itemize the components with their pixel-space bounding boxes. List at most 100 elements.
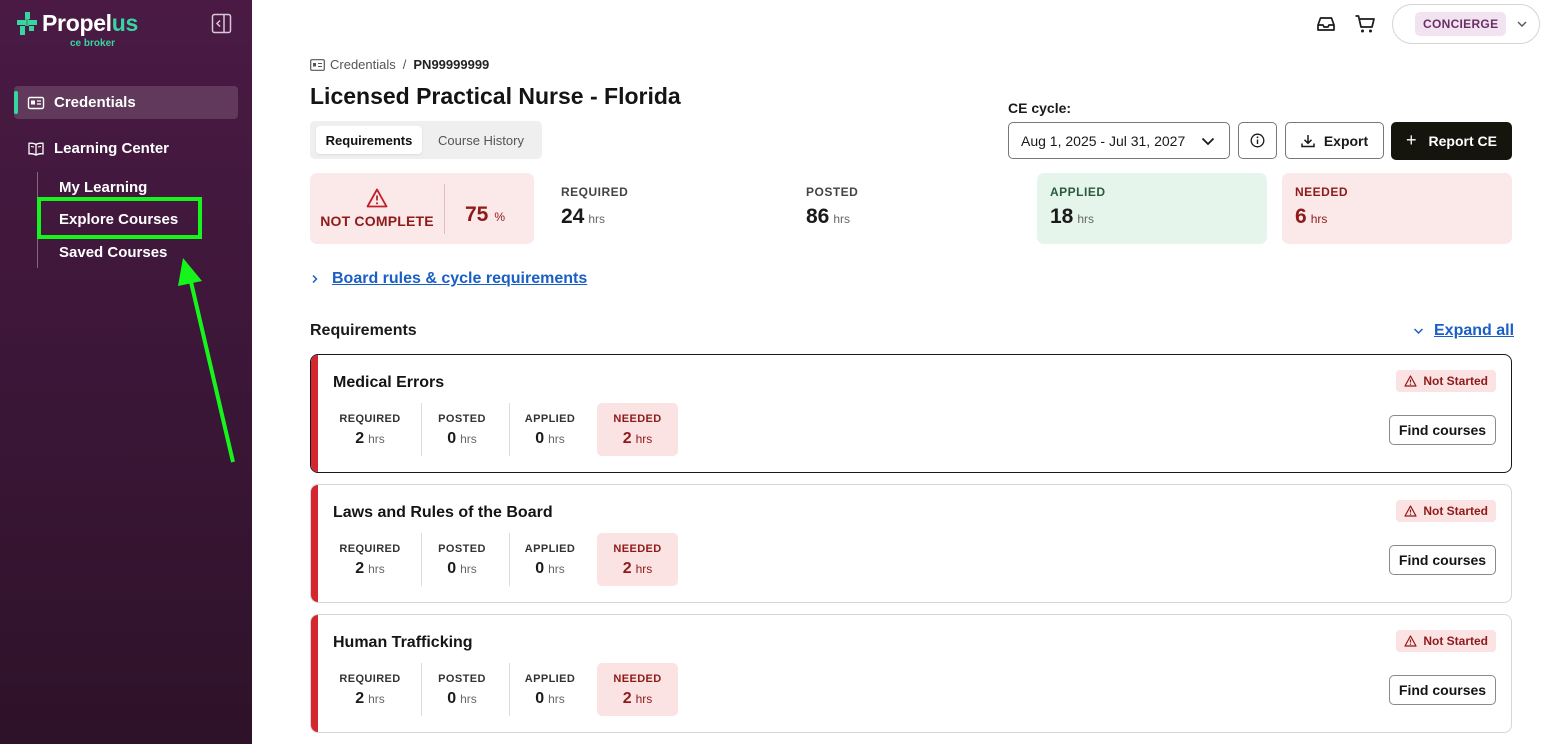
mini-stat-label: REQUIRED [339,543,401,555]
stat-unit: hrs [1310,212,1328,226]
sidebar-item-learning-center[interactable]: Learning Center [14,132,238,165]
requirement-card-laws-and-rules[interactable]: Laws and Rules of the Board Not Started … [310,484,1512,603]
mini-stat-label: REQUIRED [339,413,401,425]
info-icon [1250,133,1265,148]
mini-stat-label: POSTED [438,543,486,555]
chevron-down-icon [1201,137,1215,146]
warning-icon [366,188,388,208]
percent-value: 75 [465,203,489,226]
export-label: Export [1323,132,1369,149]
board-rules-link[interactable]: Board rules & cycle requirements [310,270,587,288]
mini-stat-label: APPLIED [524,543,576,555]
mini-stat-unit: hrs [635,562,653,576]
mini-stat-unit: hrs [368,562,385,576]
report-ce-label: Report CE [1428,133,1497,149]
find-courses-button[interactable]: Find courses [1389,675,1496,705]
cart-icon[interactable] [1354,13,1376,35]
sidebar-item-label: Credentials [54,94,136,111]
collapse-sidebar-icon[interactable] [211,13,232,34]
mini-stat-value: 2 [355,560,365,577]
brand-name: Propelus [42,10,139,36]
chevron-down-icon [1517,21,1527,27]
divider [444,184,445,234]
stat-required: REQUIRED 24 hrs [548,173,778,244]
requirement-name: Medical Errors [333,374,445,391]
ce-cycle-select[interactable]: Aug 1, 2025 - Jul 31, 2027 [1008,122,1230,159]
stat-value: 6 [1295,205,1307,228]
breadcrumb: Credentials / PN99999999 [310,57,489,72]
mini-stat-needed: NEEDED 2 hrs [597,663,678,716]
completion-status-card: NOT COMPLETE 75 % [310,173,534,244]
status-block: NOT COMPLETE [310,173,444,244]
expand-all-label: Expand all [1434,322,1515,339]
tab-course-history[interactable]: Course History [438,132,524,148]
propelus-logo-icon [17,12,37,35]
mini-stat-value: 2 [355,430,365,447]
mini-stat-value: 2 [622,690,632,707]
mini-stat-value: 2 [622,560,632,577]
info-button[interactable] [1238,122,1277,159]
mini-stat-unit: hrs [368,432,385,446]
account-menu-button[interactable]: CONCIERGE [1392,4,1540,44]
mini-stat-value: 0 [535,430,545,447]
stat-posted: POSTED 86 hrs [793,173,1023,244]
stat-needed: NEEDED 6 hrs [1282,173,1512,244]
mini-stat-value: 0 [447,430,457,447]
find-courses-button[interactable]: Find courses [1389,415,1496,445]
report-ce-button[interactable]: + Report CE [1391,122,1512,160]
sidebar-subitem-saved-courses[interactable]: Saved Courses [59,244,168,261]
mini-stat-label: POSTED [438,673,486,685]
account-badge: CONCIERGE [1415,12,1507,36]
mini-stat-required: REQUIRED 2 hrs [330,533,410,586]
mini-stat-unit: hrs [548,432,565,446]
mini-stat-label: APPLIED [524,413,576,425]
mini-stat-label: NEEDED [613,413,662,425]
id-card-icon [310,58,325,71]
plus-icon: + [1406,129,1417,150]
ce-cycle-label: CE cycle: [1008,100,1072,116]
tab-requirements[interactable]: Requirements [316,126,422,154]
warning-icon [1404,375,1417,387]
mini-stat-label: APPLIED [524,673,576,685]
brand-logo[interactable]: Propelus ce broker [14,10,138,49]
find-courses-button[interactable]: Find courses [1389,545,1496,575]
status-badge-label: Not Started [1423,504,1488,518]
expand-all-link[interactable]: Expand all [1413,322,1514,340]
stat-unit: hrs [833,212,851,226]
sidebar-subitem-explore-courses[interactable]: Explore Courses [59,211,179,228]
breadcrumb-separator: / [402,57,407,72]
completion-percent: 75 % [465,203,505,227]
board-rules-label: Board rules & cycle requirements [332,270,588,287]
mini-stat-value: 2 [622,430,632,447]
status-badge-label: Not Started [1423,634,1488,648]
mini-stat-value: 0 [535,690,545,707]
sidebar-item-label: Learning Center [54,140,170,157]
stat-unit: hrs [1077,212,1095,226]
mini-stat-applied: APPLIED 0 hrs [510,403,590,456]
page-title: Licensed Practical Nurse - Florida [310,83,681,109]
mini-stat-applied: APPLIED 0 hrs [510,663,590,716]
mini-stat-required: REQUIRED 2 hrs [330,663,410,716]
annotation-highlight-box [37,197,202,239]
book-open-icon [28,142,44,156]
stat-label: NEEDED [1295,185,1349,199]
export-button[interactable]: Export [1285,122,1384,159]
status-bar [311,355,318,472]
divider [509,533,510,586]
status-bar [311,615,318,732]
sidebar-subitem-my-learning[interactable]: My Learning [59,179,148,196]
stat-value: 24 [561,205,585,228]
mini-stat-unit: hrs [635,692,653,706]
status-badge: Not Started [1396,500,1496,522]
status-text: NOT COMPLETE [320,213,434,229]
warning-icon [1404,635,1417,647]
stat-label: REQUIRED [561,185,629,199]
mini-stat-unit: hrs [460,692,477,706]
mini-stat-posted: POSTED 0 hrs [422,533,502,586]
sidebar-item-credentials[interactable]: Credentials [14,86,238,119]
requirement-card-medical-errors[interactable]: Medical Errors Not Started REQUIRED 2 hrs … [310,354,1512,473]
requirement-card-human-trafficking[interactable]: Human Trafficking Not Started REQUIRED 2 h… [310,614,1512,733]
divider [421,403,422,456]
breadcrumb-credentials-link[interactable]: Credentials [330,57,396,72]
inbox-icon[interactable] [1315,13,1337,35]
